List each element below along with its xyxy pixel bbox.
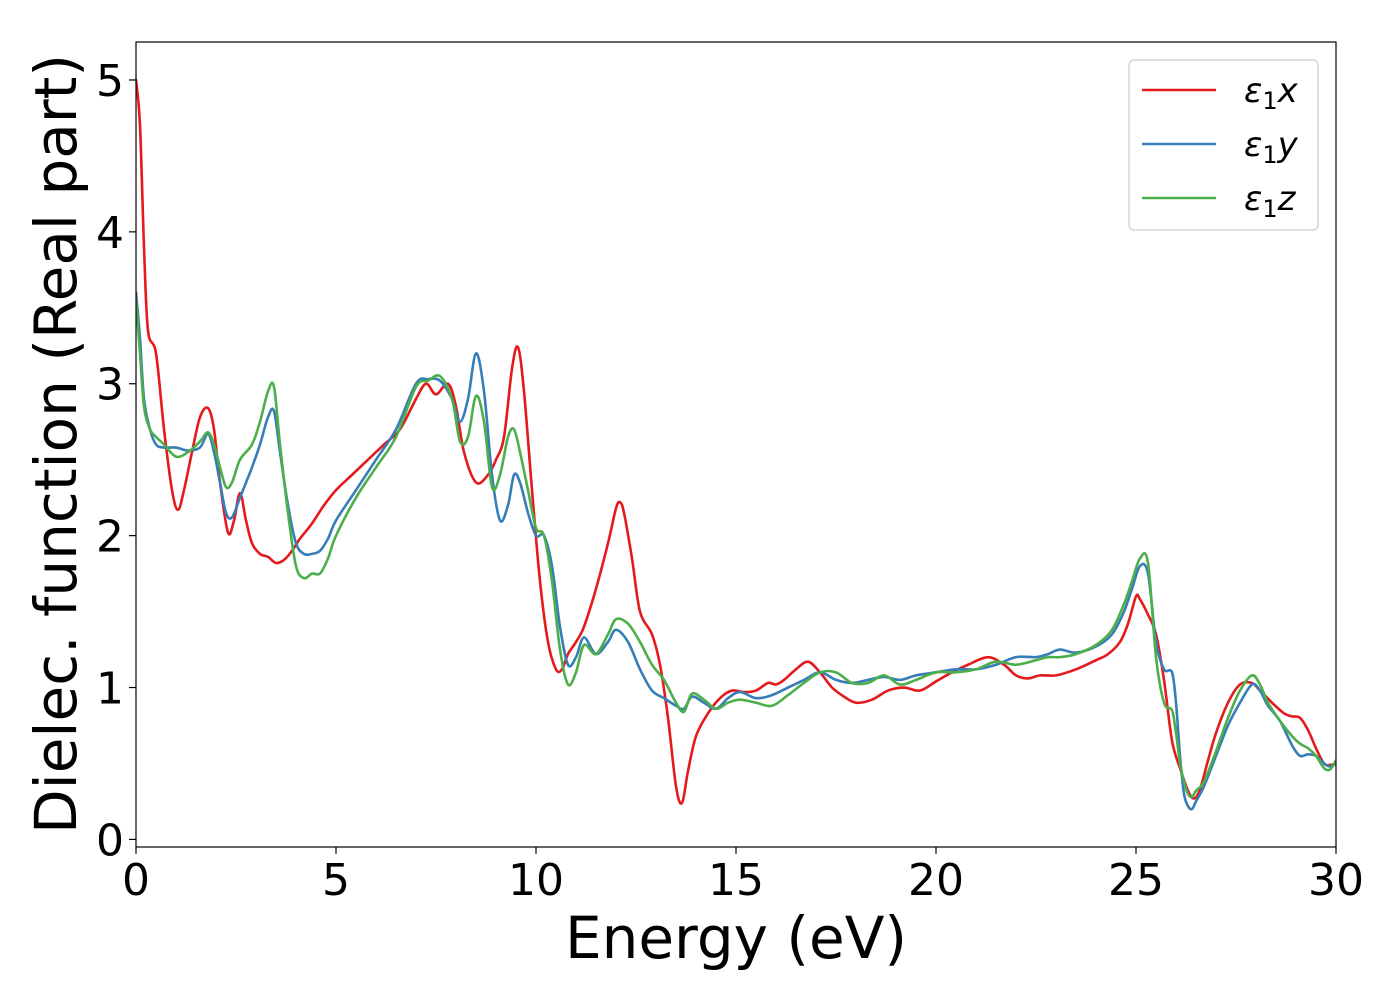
x-tick-label: 20 xyxy=(908,855,964,906)
y-tick-label: 0 xyxy=(96,815,124,866)
x-tick-label: 10 xyxy=(508,855,564,906)
x-tick-label: 30 xyxy=(1308,855,1364,906)
y-axis-title: Dielec. function (Real part) xyxy=(22,54,90,834)
legend-label-component: x xyxy=(1277,71,1299,111)
y-tick-label: 4 xyxy=(96,208,124,259)
y-tick-label: 1 xyxy=(96,664,124,715)
legend-label-symbol: ε xyxy=(1244,179,1262,219)
legend-label-subscript: 1 xyxy=(1262,87,1277,115)
x-tick-label: 0 xyxy=(122,855,150,906)
x-tick-label: 5 xyxy=(322,855,350,906)
legend-label-component: y xyxy=(1277,125,1299,165)
legend-label-y: ε1y xyxy=(1244,125,1299,169)
legend-box xyxy=(1128,59,1319,231)
legend-label-x: ε1x xyxy=(1244,71,1299,115)
legend-label-symbol: ε xyxy=(1244,71,1262,111)
x-axis-title: Energy (eV) xyxy=(565,904,907,972)
series-line-x xyxy=(136,78,1336,805)
series-line-z xyxy=(136,298,1336,799)
x-tick-label: 15 xyxy=(708,855,764,906)
legend-label-subscript: 1 xyxy=(1262,195,1277,223)
legend-label-component: z xyxy=(1277,179,1297,219)
x-axis: 0 5 10 15 20 25 30 xyxy=(122,847,1364,906)
legend-label-subscript: 1 xyxy=(1262,141,1277,169)
x-tick-label: 25 xyxy=(1108,855,1164,906)
legend-label-symbol: ε xyxy=(1244,125,1262,165)
series-layer xyxy=(136,78,1336,811)
y-tick-label: 5 xyxy=(96,56,124,107)
y-axis: 0 1 2 3 4 5 xyxy=(96,56,136,866)
y-tick-label: 3 xyxy=(96,360,124,411)
legend-label-z: ε1z xyxy=(1244,179,1297,223)
y-tick-label: 2 xyxy=(96,512,124,563)
